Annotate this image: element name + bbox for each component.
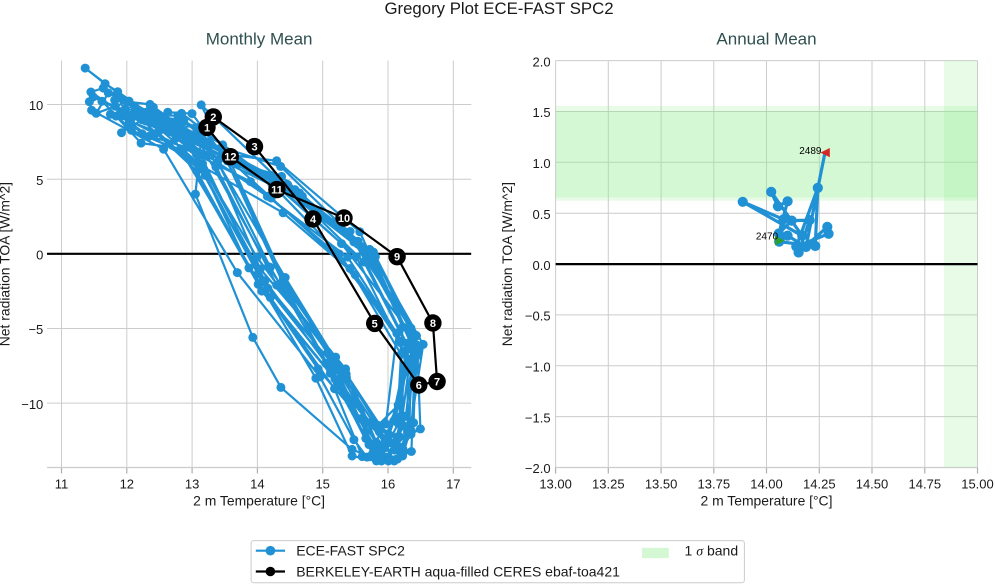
- svg-text:−2.0: −2.0: [525, 461, 551, 476]
- svg-text:Monthly Mean: Monthly Mean: [206, 29, 313, 48]
- svg-text:11: 11: [271, 185, 283, 197]
- svg-text:1.0: 1.0: [533, 156, 551, 171]
- svg-text:0.5: 0.5: [533, 207, 551, 222]
- svg-text:5: 5: [372, 318, 378, 330]
- svg-text:2 m Temperature [°C]: 2 m Temperature [°C]: [193, 493, 325, 509]
- svg-text:13.00: 13.00: [539, 477, 572, 492]
- svg-text:10: 10: [338, 213, 350, 225]
- svg-text:1 σ band: 1 σ band: [685, 543, 739, 560]
- svg-text:8: 8: [430, 318, 436, 330]
- svg-text:Annual Mean: Annual Mean: [716, 29, 816, 48]
- svg-text:2470: 2470: [756, 231, 779, 242]
- svg-text:−10: −10: [21, 397, 43, 412]
- svg-text:2 m Temperature [°C]: 2 m Temperature [°C]: [701, 493, 833, 509]
- svg-text:15.00: 15.00: [961, 477, 994, 492]
- svg-text:ECE-FAST SPC2: ECE-FAST SPC2: [296, 543, 405, 559]
- svg-text:13.25: 13.25: [592, 477, 625, 492]
- svg-text:16: 16: [381, 477, 395, 492]
- svg-text:−1.0: −1.0: [525, 360, 551, 375]
- svg-text:2: 2: [210, 112, 216, 124]
- svg-text:3: 3: [251, 142, 257, 154]
- svg-text:Net radiation TOA [W/m^2]: Net radiation TOA [W/m^2]: [0, 182, 13, 346]
- svg-text:2489: 2489: [799, 146, 822, 157]
- svg-text:4: 4: [310, 214, 317, 226]
- svg-text:6: 6: [416, 380, 422, 392]
- svg-text:12: 12: [120, 477, 134, 492]
- svg-text:17: 17: [446, 477, 460, 492]
- svg-text:10: 10: [29, 98, 43, 113]
- svg-text:−5: −5: [28, 322, 43, 337]
- svg-text:12: 12: [224, 152, 236, 164]
- svg-text:1.5: 1.5: [533, 105, 551, 120]
- svg-text:14.75: 14.75: [909, 477, 942, 492]
- svg-text:13.50: 13.50: [645, 477, 678, 492]
- svg-text:14.50: 14.50: [856, 477, 889, 492]
- svg-text:14: 14: [250, 477, 264, 492]
- svg-text:5: 5: [36, 173, 43, 188]
- svg-text:0: 0: [36, 248, 43, 263]
- svg-text:14.25: 14.25: [803, 477, 836, 492]
- svg-text:1: 1: [204, 122, 210, 134]
- svg-text:BERKELEY-EARTH aqua-filled CER: BERKELEY-EARTH aqua-filled CERES ebaf-to…: [296, 563, 620, 579]
- svg-text:2.0: 2.0: [533, 54, 551, 69]
- svg-text:15: 15: [315, 477, 329, 492]
- svg-text:Gregory Plot ECE-FAST SPC2: Gregory Plot ECE-FAST SPC2: [384, 0, 613, 18]
- svg-text:11: 11: [55, 477, 69, 492]
- svg-text:14.00: 14.00: [750, 477, 783, 492]
- svg-text:13.75: 13.75: [698, 477, 731, 492]
- svg-text:Net radiation TOA [W/m^2]: Net radiation TOA [W/m^2]: [499, 182, 515, 346]
- svg-text:7: 7: [434, 376, 440, 388]
- svg-text:13: 13: [185, 477, 199, 492]
- svg-text:−0.5: −0.5: [525, 309, 551, 324]
- svg-text:0.0: 0.0: [533, 258, 551, 273]
- svg-text:9: 9: [394, 252, 400, 264]
- svg-text:−1.5: −1.5: [525, 410, 551, 425]
